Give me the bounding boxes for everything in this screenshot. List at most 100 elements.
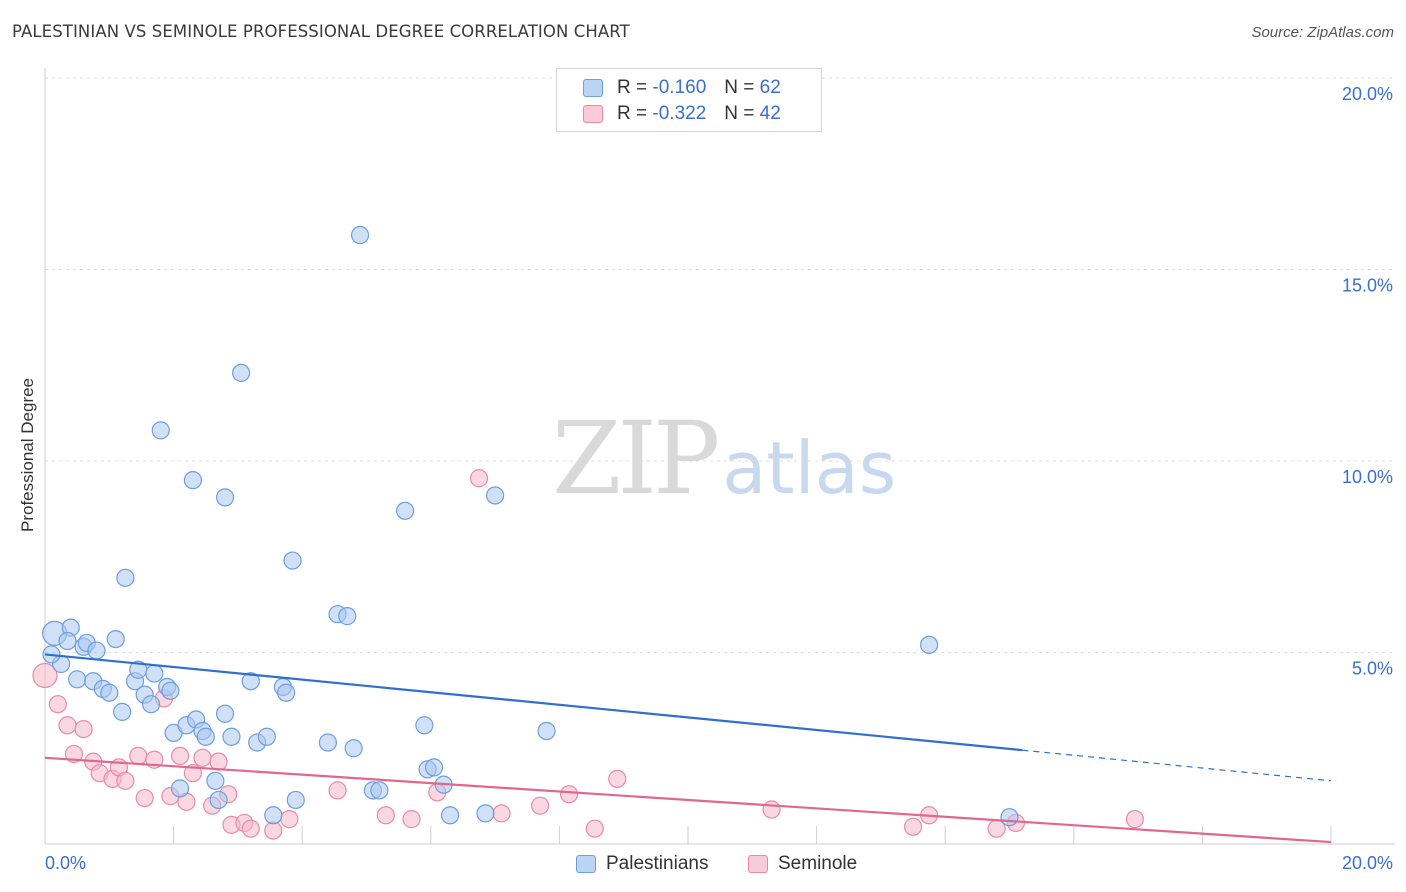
palestinians-point <box>370 781 389 800</box>
seminole-point <box>193 748 212 767</box>
x-tick-label: 20.0% <box>1342 853 1393 873</box>
palestinians-trend-line <box>44 653 1023 752</box>
y-tick-label: 20.0% <box>1342 84 1393 104</box>
legend-r-label: R = <box>617 77 648 98</box>
watermark-atlas: atlas <box>722 426 897 510</box>
palestinians-point <box>537 721 556 741</box>
seminole-point <box>608 769 627 788</box>
palestinians-point <box>215 704 235 723</box>
seminole-point <box>116 771 135 790</box>
legend-n-label: N = <box>724 77 755 98</box>
grid-layer <box>45 77 1395 653</box>
palestinians-point <box>170 779 190 798</box>
legend-r-value: -0.160 <box>652 77 707 98</box>
seminole-point <box>376 806 395 825</box>
seminole-point <box>241 819 260 838</box>
palestinians-point <box>344 739 363 758</box>
palestinians-point <box>286 790 305 810</box>
palestinians-point <box>920 635 939 654</box>
seminole-point <box>585 819 604 838</box>
seminole-point <box>48 695 67 714</box>
palestinians-point <box>116 568 135 587</box>
palestinians-point <box>222 727 241 746</box>
tick-labels: 5.0% 10.0% 15.0% 20.0% 0.0% 20.0% <box>45 84 1393 873</box>
palestinians-point <box>1000 808 1019 827</box>
seminole-point <box>129 746 148 766</box>
trend-lines <box>44 653 1332 844</box>
seminole-point <box>531 796 550 815</box>
palestinians-trend-extension <box>1022 749 1332 782</box>
seminole-point <box>74 719 93 739</box>
bottom-legend-swatch-pink <box>748 855 768 873</box>
seminole-point <box>64 744 84 764</box>
bottom-legend-label: Seminole <box>778 853 858 874</box>
palestinians-point <box>100 683 119 702</box>
seminole-points <box>32 469 1144 840</box>
palestinians-point <box>257 727 276 746</box>
x-tick-label: 0.0% <box>45 853 86 873</box>
bottom-legend-seminole: Seminole <box>748 851 857 877</box>
palestinians-point <box>141 695 161 714</box>
palestinians-point <box>264 806 283 825</box>
palestinians-point <box>113 702 132 721</box>
palestinians-point <box>440 806 460 825</box>
seminole-point <box>264 821 283 840</box>
seminole-point <box>1125 810 1144 829</box>
legend-n-label: N = <box>724 103 755 124</box>
palestinians-point <box>476 804 495 823</box>
watermark-zip: ZIP <box>552 400 720 517</box>
y-tick-label: 10.0% <box>1342 467 1393 487</box>
seminole-point <box>328 781 347 800</box>
seminole-point <box>170 746 190 766</box>
palestinians-point <box>196 727 215 746</box>
y-tick-label: 15.0% <box>1342 276 1393 296</box>
seminole-point <box>559 785 579 804</box>
source-credit: Source: ZipAtlas.com <box>1251 24 1394 41</box>
palestinians-point <box>350 225 370 245</box>
bottom-legend-palestinians: Palestinians <box>576 851 708 877</box>
bottom-legend-label: Palestinians <box>606 853 709 874</box>
palestinians-point <box>283 551 302 570</box>
seminole-point <box>469 469 489 488</box>
legend-row-seminole: R = -0.322 N = 42 <box>583 102 781 126</box>
palestinians-point <box>68 670 87 689</box>
seminole-point <box>32 662 58 689</box>
palestinians-point <box>145 664 164 683</box>
watermark: ZIPatlas <box>552 400 896 517</box>
seminole-point <box>209 752 228 771</box>
palestinians-point <box>161 681 180 700</box>
legend-row-palestinians: R = -0.160 N = 62 <box>583 76 781 100</box>
seminole-point <box>58 716 77 735</box>
legend-r-value: -0.322 <box>652 103 707 124</box>
chart-title: PALESTINIAN VS SEMINOLE PROFESSIONAL DEG… <box>12 22 630 41</box>
seminole-trend-line <box>44 756 1332 844</box>
legend-swatch-blue <box>583 79 603 97</box>
seminole-point <box>762 800 781 819</box>
palestinians-point <box>209 790 228 810</box>
palestinians-point <box>424 758 444 777</box>
bottom-legend-swatch-blue <box>576 855 596 873</box>
palestinians-points <box>42 225 1019 827</box>
palestinians-point <box>151 421 170 440</box>
palestinians-point <box>415 716 434 735</box>
seminole-point <box>492 804 511 823</box>
palestinians-point <box>106 629 125 649</box>
legend-n-value: 62 <box>759 77 781 98</box>
palestinians-point <box>486 486 505 505</box>
seminole-point <box>280 810 299 829</box>
palestinians-point <box>395 501 415 520</box>
palestinians-point <box>338 607 357 626</box>
palestinians-point <box>318 733 338 752</box>
palestinians-point <box>277 683 296 702</box>
palestinians-point <box>183 471 202 490</box>
palestinians-point <box>232 363 251 383</box>
seminole-point <box>903 817 923 836</box>
seminole-point <box>402 810 421 829</box>
legend-n-value: 42 <box>759 103 781 124</box>
palestinians-point <box>241 672 260 691</box>
legend-swatch-pink <box>583 105 603 123</box>
legend-r-label: R = <box>617 103 648 124</box>
axis-layer <box>44 68 1395 845</box>
palestinians-point <box>58 631 77 651</box>
